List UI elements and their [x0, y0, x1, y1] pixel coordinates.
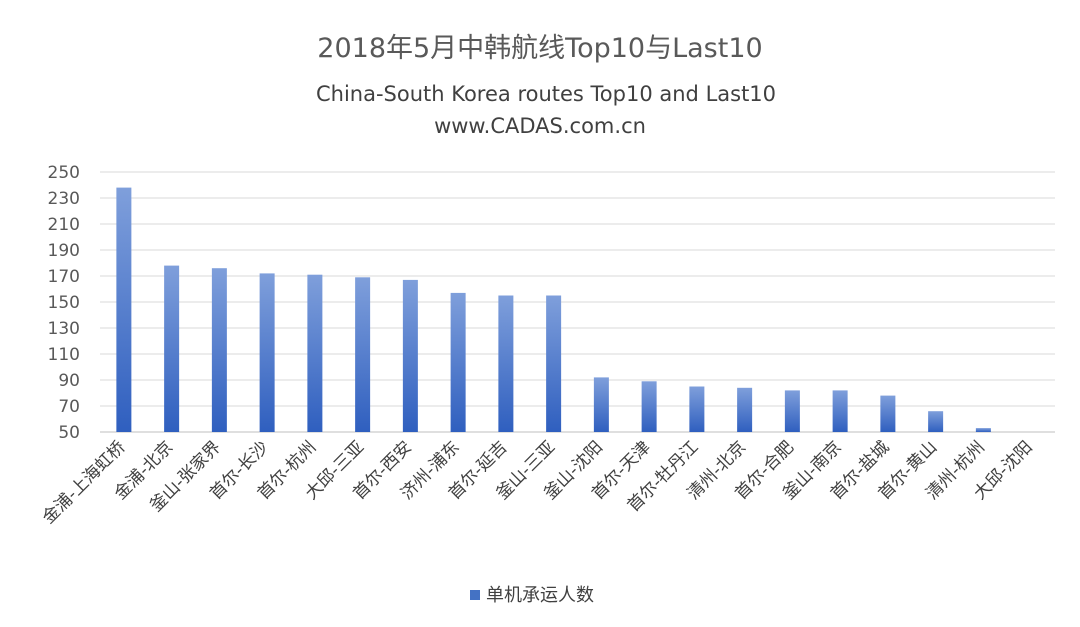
bar	[307, 274, 323, 432]
bar	[593, 377, 609, 432]
bar	[880, 395, 896, 432]
legend-swatch	[470, 590, 480, 600]
chart-subtitle: China-South Korea routes Top10 and Last1…	[316, 82, 776, 106]
bar	[211, 268, 227, 432]
y-tick-label: 190	[48, 241, 80, 261]
chart-source: www.CADAS.com.cn	[434, 114, 646, 138]
y-tick-label: 150	[48, 293, 80, 313]
y-tick-label: 110	[48, 345, 80, 365]
legend: 单机承运人数	[470, 585, 594, 606]
bar	[975, 428, 991, 432]
y-tick-label: 90	[58, 371, 80, 391]
y-tick-label: 250	[48, 163, 80, 183]
x-tick-label: 金浦-上海虹桥	[39, 437, 130, 528]
y-tick-label: 210	[48, 215, 80, 235]
x-axis-ticks: 金浦-上海虹桥金浦-北京釜山-张家界首尔-长沙首尔-杭州大邱-三亚首尔-西安济州…	[39, 437, 1037, 528]
y-axis-ticks: 50 70 90 110 130 150 170 190 210 230 250	[48, 163, 80, 443]
bar	[450, 292, 466, 432]
y-tick-label: 230	[48, 189, 80, 209]
bar	[784, 390, 800, 432]
y-tick-label: 50	[58, 423, 80, 443]
legend-label: 单机承运人数	[486, 585, 594, 606]
y-tick-label: 130	[48, 319, 80, 339]
y-tick-label: 70	[58, 397, 80, 417]
bar	[928, 411, 944, 432]
bar	[402, 279, 418, 432]
bar	[355, 277, 371, 432]
chart-title: 2018年5月中韩航线Top10与Last10	[317, 33, 762, 64]
bar	[737, 387, 753, 432]
y-tick-label: 170	[48, 267, 80, 287]
bar	[546, 295, 562, 432]
bar	[164, 265, 180, 432]
bar	[832, 390, 848, 432]
bar	[498, 295, 514, 432]
bar	[259, 273, 275, 432]
gridlines	[100, 171, 1055, 433]
bar	[641, 381, 657, 432]
bar	[116, 187, 132, 432]
bars	[116, 187, 991, 432]
bar	[689, 386, 705, 432]
